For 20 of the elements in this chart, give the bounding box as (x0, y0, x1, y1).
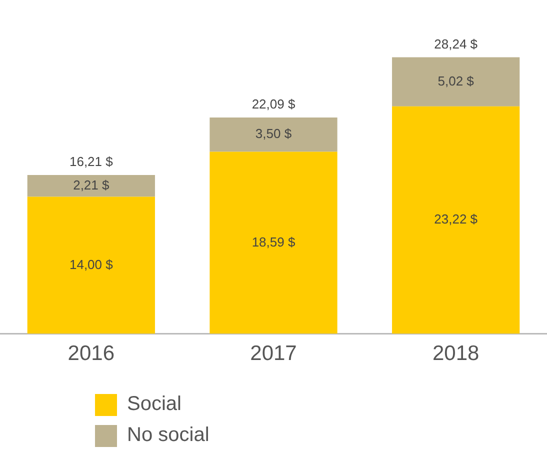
bar (27, 175, 155, 197)
bar (392, 106, 520, 334)
bar (210, 152, 338, 334)
bar (27, 196, 155, 334)
x-tick-label: 2016 (68, 342, 115, 366)
data-label: 18,59 $ (252, 234, 296, 250)
x-tick-label: 2017 (250, 342, 297, 366)
total-label: 28,24 $ (434, 36, 478, 52)
total-label: 16,21 $ (69, 154, 114, 170)
data-label: 14,00 $ (69, 256, 114, 272)
legend-label: No social (127, 424, 210, 447)
data-label: 2,21 $ (73, 177, 110, 192)
x-tick-label: 2018 (432, 342, 480, 366)
legend-label: Social (127, 393, 182, 416)
total-label: 22,09 $ (252, 96, 296, 112)
data-label: 5,02 $ (438, 73, 475, 88)
data-label: 23,22 $ (434, 212, 478, 227)
bar (210, 117, 338, 152)
bar (392, 57, 520, 106)
data-label: 3,50 $ (255, 126, 292, 142)
